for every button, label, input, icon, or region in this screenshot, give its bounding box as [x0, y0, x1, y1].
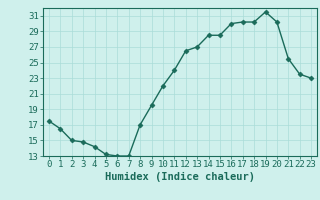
X-axis label: Humidex (Indice chaleur): Humidex (Indice chaleur) — [105, 172, 255, 182]
